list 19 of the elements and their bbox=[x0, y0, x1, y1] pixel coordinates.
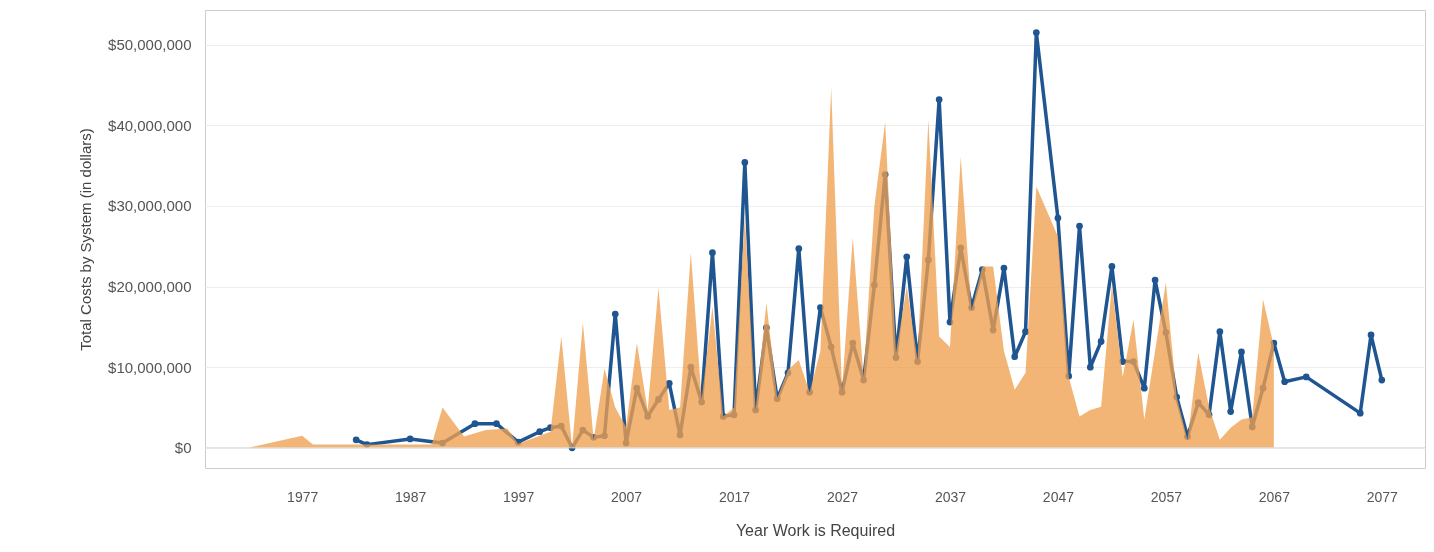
y-axis-title: Total Costs by System (in dollars) bbox=[77, 128, 95, 351]
x-tick-label: 2037 bbox=[934, 488, 967, 505]
x-tick-label: 1977 bbox=[287, 488, 319, 505]
y-tick-label: $20,000,000 bbox=[108, 278, 192, 296]
x-tick-label: 2027 bbox=[826, 488, 859, 505]
x-tick-label: 1987 bbox=[395, 488, 427, 505]
x-tick-label: 2007 bbox=[610, 488, 643, 505]
x-tick-label: 2077 bbox=[1366, 488, 1399, 505]
y-tick-label: $30,000,000 bbox=[108, 197, 192, 215]
x-tick-label: 2047 bbox=[1042, 488, 1075, 505]
y-tick-label: $10,000,000 bbox=[108, 358, 192, 376]
x-tick-label: 2017 bbox=[718, 488, 751, 505]
x-tick-label: 2057 bbox=[1150, 488, 1183, 505]
y-tick-label: $0 bbox=[174, 439, 192, 457]
y-tick-label: $50,000,000 bbox=[108, 36, 192, 54]
x-tick-label: 2067 bbox=[1258, 488, 1291, 505]
y-tick-label: $40,000,000 bbox=[108, 116, 192, 134]
x-tick-label: 1997 bbox=[503, 488, 535, 505]
x-axis-title: Year Work is Required bbox=[735, 521, 896, 539]
